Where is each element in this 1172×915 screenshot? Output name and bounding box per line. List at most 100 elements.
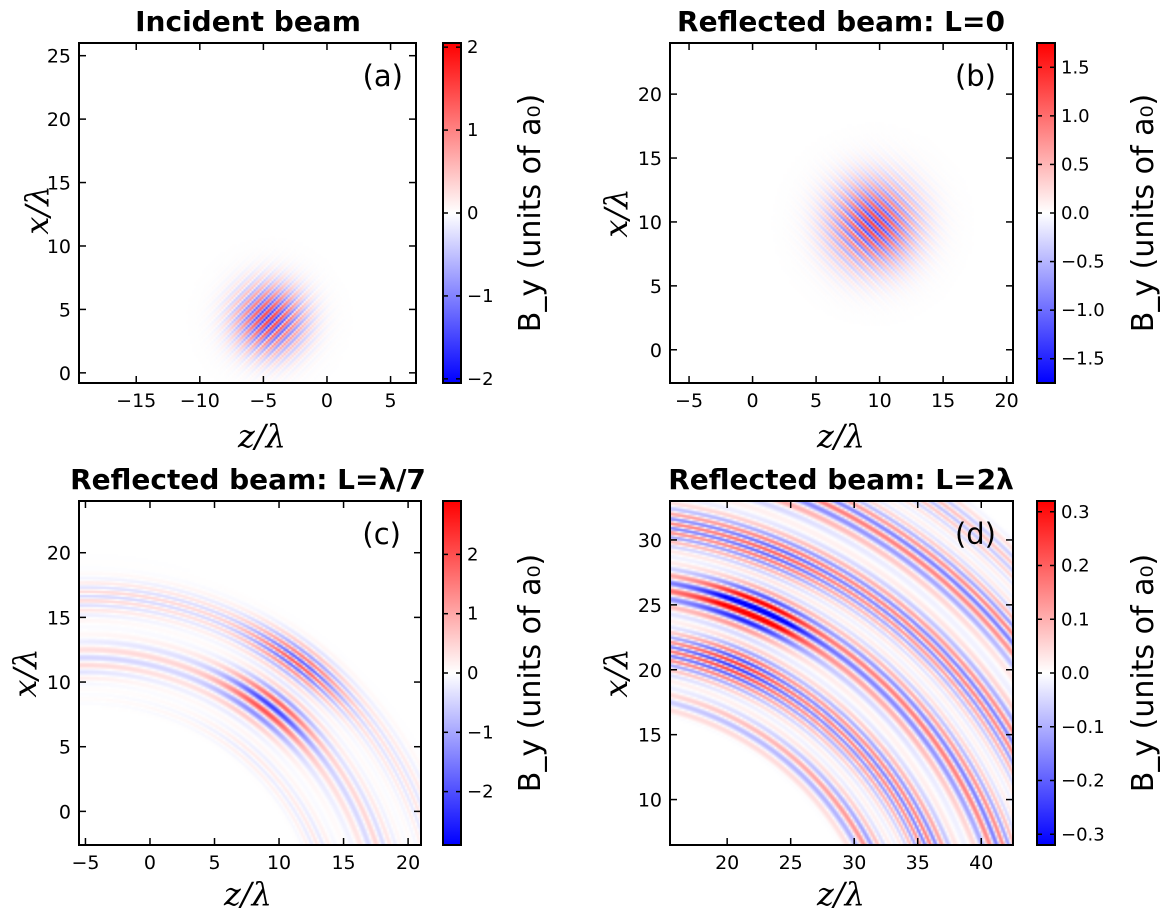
y-tick-label: 5 <box>650 276 662 298</box>
plot-frame <box>669 500 1014 846</box>
y-tick-label: 15 <box>47 607 71 629</box>
y-tick-label: 10 <box>638 790 662 812</box>
x-tick-label: 10 <box>267 852 291 874</box>
colorbar: −2 −1 0 1 2 <box>442 37 494 390</box>
y-tick-label: 20 <box>47 109 71 131</box>
y-tick-label: 20 <box>47 543 71 565</box>
colorbar-tick-label: 2 <box>467 544 478 565</box>
y-tick-label: 10 <box>638 212 662 234</box>
colorbar-tick-label: 0.3 <box>1061 502 1090 523</box>
y-tick-label: 0 <box>650 340 662 362</box>
colorbar-tick-label: 2 <box>467 37 478 58</box>
x-tick-label: 35 <box>906 852 930 874</box>
plot-area: 20 25 30 35 40 10 15 20 25 30 <box>638 500 1014 874</box>
heatmap-image <box>79 501 421 845</box>
x-tick-label: 20 <box>715 852 739 874</box>
x-tick-label: 5 <box>810 390 822 412</box>
x-tick-label: −5 <box>71 852 99 874</box>
y-tick-label: 20 <box>638 84 662 106</box>
y-tick-label: 5 <box>59 737 71 759</box>
y-axis-label: x/λ <box>597 648 635 697</box>
colorbar-tick-label: −0.2 <box>1061 771 1105 792</box>
x-tick-label: 20 <box>995 390 1019 412</box>
plot-frame <box>669 42 1014 384</box>
x-tick-label: 5 <box>208 852 220 874</box>
plot-area: −15 −10 −5 0 5 0 5 10 15 20 25 <box>47 42 417 412</box>
colorbar-tick-label: 0.5 <box>1061 154 1090 175</box>
x-tick-label: 0 <box>747 390 759 412</box>
colorbar-tick-label: −1.0 <box>1061 300 1105 321</box>
y-tick-label: 15 <box>47 173 71 195</box>
colorbar-tick-label: −1 <box>467 722 494 743</box>
x-tick-label: 20 <box>396 852 420 874</box>
y-tick-label: 10 <box>47 236 71 258</box>
panel-d: Reflected beam: L=2λ 20 25 30 35 40 10 15 20 25 3… <box>597 463 1161 913</box>
y-tick-label: 20 <box>638 660 662 682</box>
y-tick-label: 15 <box>638 148 662 170</box>
panel-title: Reflected beam: L=λ/7 <box>70 463 426 496</box>
colorbar: −0.3 −0.2 −0.1 0.0 0.1 0.2 0.3 <box>1036 500 1105 846</box>
y-tick-label: 25 <box>638 595 662 617</box>
plot-area: −5 0 5 10 15 20 0 5 10 15 20 <box>638 42 1019 412</box>
panel-b: Reflected beam: L=0 −5 0 5 10 15 20 0 5 10 15 20 (… <box>597 5 1161 455</box>
y-axis-label: x/λ <box>6 648 44 697</box>
y-tick-label: 25 <box>47 46 71 68</box>
y-tick-label: 0 <box>59 801 71 823</box>
panel-label: (c) <box>362 517 401 551</box>
x-tick-label: −10 <box>180 390 220 412</box>
x-axis-label: z/λ <box>816 417 865 455</box>
plot-frame <box>78 500 422 846</box>
x-tick-label: −5 <box>249 390 277 412</box>
colorbar-tick-label: 1 <box>467 120 478 141</box>
x-tick-label: −15 <box>116 390 156 412</box>
colorbar-label: B_y (units of a₀) <box>1126 554 1161 792</box>
x-tick-label: 10 <box>868 390 892 412</box>
colorbar-tick-label: 1 <box>467 604 478 625</box>
heatmap-image <box>670 43 1013 383</box>
x-axis-label: z/λ <box>816 875 865 913</box>
x-tick-label: 0 <box>321 390 333 412</box>
panel-title: Reflected beam: L=0 <box>677 5 1005 38</box>
colorbar-tick-label: 0.1 <box>1061 609 1090 630</box>
panel-label: (b) <box>955 59 996 93</box>
colorbar-tick-label: −1 <box>467 286 494 307</box>
colorbar-tick-label: 0.0 <box>1061 663 1090 684</box>
colorbar-tick-label: 1.0 <box>1061 106 1090 127</box>
x-axis-label: z/λ <box>223 875 272 913</box>
heatmap-image <box>79 43 416 383</box>
y-axis-label: x/λ <box>597 188 635 237</box>
colorbar: −2 −1 0 1 2 <box>442 500 494 846</box>
x-tick-label: 40 <box>969 852 993 874</box>
colorbar-tick-label: −2 <box>467 369 494 390</box>
x-tick-label: 25 <box>779 852 803 874</box>
colorbar-tick-label: −0.1 <box>1061 717 1105 738</box>
plot-area: −5 0 5 10 15 20 0 5 10 15 20 <box>47 500 422 874</box>
colorbar-tick-label: 1.5 <box>1061 57 1090 78</box>
y-tick-label: 10 <box>47 672 71 694</box>
colorbar-tick-label: 0 <box>467 203 478 224</box>
colorbar-tick-label: −1.5 <box>1061 349 1105 370</box>
colorbar-tick-label: 0.2 <box>1061 556 1090 577</box>
panel-title: Reflected beam: L=2λ <box>668 463 1014 496</box>
y-tick-label: 0 <box>59 363 71 385</box>
x-tick-label: 30 <box>842 852 866 874</box>
colorbar-label: B_y (units of a₀) <box>513 554 548 792</box>
colorbar-tick-label: 0.0 <box>1061 203 1090 224</box>
colorbar-tick-label: 0 <box>467 663 478 684</box>
panel-label: (d) <box>955 517 996 551</box>
x-tick-label: 15 <box>931 390 955 412</box>
x-axis-label: z/λ <box>237 417 286 455</box>
y-tick-label: 5 <box>59 299 71 321</box>
y-tick-label: 15 <box>638 725 662 747</box>
x-tick-label: 0 <box>144 852 156 874</box>
panel-title: Incident beam <box>135 5 361 38</box>
panel-label: (a) <box>363 59 403 93</box>
colorbar-label: B_y (units of a₀) <box>513 94 548 332</box>
colorbar-label: B_y (units of a₀) <box>1126 94 1161 332</box>
heatmap-image <box>670 501 1013 845</box>
colorbar: −1.5 −1.0 −0.5 0.0 0.5 1.0 1.5 <box>1036 42 1105 384</box>
x-tick-label: 15 <box>331 852 355 874</box>
plot-frame <box>78 42 417 384</box>
